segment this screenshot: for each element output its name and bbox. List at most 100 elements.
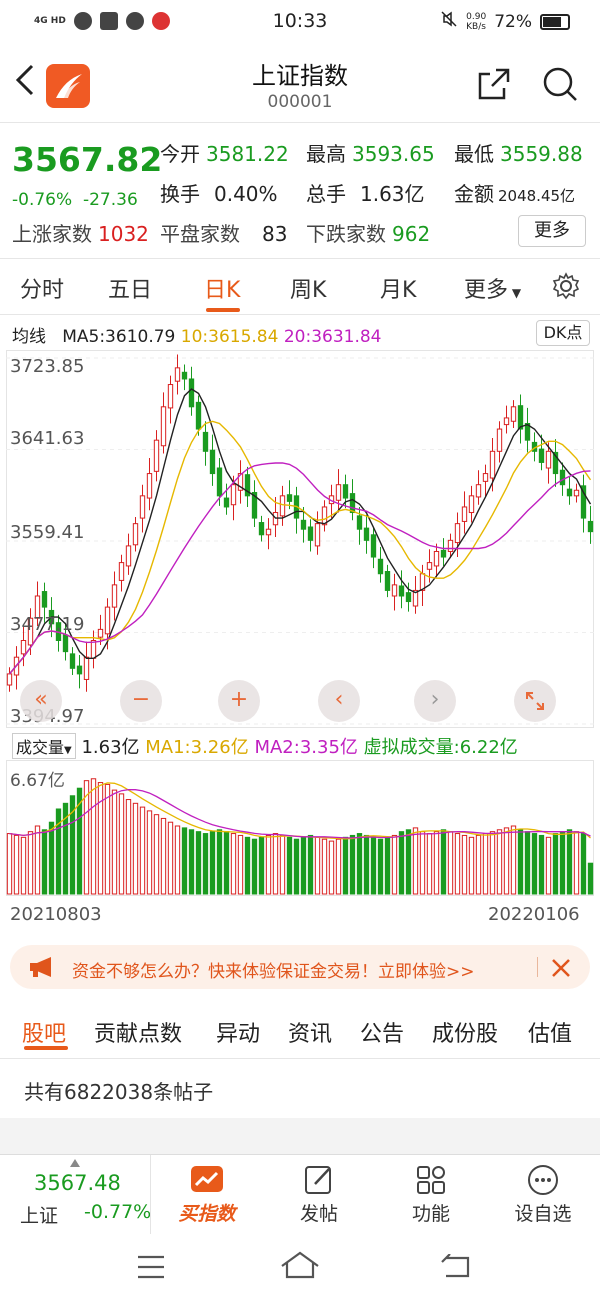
candlestick-chart[interactable]	[6, 350, 594, 728]
candle-body	[34, 595, 41, 619]
scroll-left-fast-button[interactable]: «	[20, 680, 62, 722]
tab-weekly-k[interactable]: 周K	[290, 278, 327, 303]
back-nav-icon[interactable]	[440, 1254, 472, 1280]
more-dots-icon	[528, 1165, 558, 1195]
mute-icon	[440, 10, 458, 33]
volume-label: 总手	[306, 182, 346, 206]
volume-indicator-select[interactable]: 成交量▼	[12, 733, 76, 759]
scroll-left-button[interactable]: ‹	[318, 680, 360, 722]
bottom-separator	[150, 1155, 151, 1235]
banner-close-button[interactable]	[550, 951, 572, 986]
tab-intraday[interactable]: 分时	[20, 278, 65, 303]
volume-bar	[111, 789, 118, 895]
candle-body	[139, 495, 146, 519]
candle-body	[167, 384, 174, 409]
battery-icon	[540, 13, 570, 30]
tab-valuation[interactable]: 估值	[528, 1022, 573, 1047]
candle-body	[440, 549, 447, 558]
tab-daily-k[interactable]: 日K	[204, 278, 241, 303]
tab-news[interactable]: 资讯	[288, 1022, 333, 1047]
home-icon[interactable]	[280, 1250, 320, 1280]
tab-announcements[interactable]: 公告	[360, 1022, 405, 1047]
amount-value: 2048.45亿	[498, 187, 576, 205]
candle-body	[62, 634, 69, 653]
volume-bar	[83, 780, 90, 895]
volume-legend: 成交量▼ 1.63亿 MA1:3.26亿 MA2:3.35亿 虚拟成交量:6.2…	[12, 733, 518, 759]
volume-bar	[440, 829, 447, 895]
promo-banner[interactable]: 资金不够怎么办？快来体验保证金交易！立即体验>>	[10, 945, 590, 989]
status-icons-left: 4G HD	[34, 12, 170, 30]
candle-body	[370, 534, 377, 558]
candle-body	[433, 550, 440, 567]
down-count-value: 962	[392, 222, 431, 246]
app-logo	[46, 64, 90, 108]
chart-settings-button[interactable]	[552, 272, 580, 306]
volume-bar	[412, 827, 419, 895]
candle-body	[524, 422, 531, 441]
tab-movement[interactable]: 异动	[216, 1022, 261, 1047]
candle-body	[265, 528, 272, 536]
volume-bar	[286, 836, 293, 895]
section-spacer	[0, 1118, 600, 1154]
volume-bar	[132, 802, 139, 895]
fullscreen-button[interactable]	[514, 680, 556, 722]
menu-icon[interactable]	[136, 1254, 166, 1280]
bottom-action-bar: 3567.48 上证 -0.77% 买指数 发帖 功能 设自选	[0, 1154, 600, 1235]
candle-body	[342, 484, 349, 499]
volume-bar	[118, 793, 125, 895]
volume-bar	[461, 834, 468, 895]
candle-body	[384, 571, 391, 591]
quote-divider	[0, 258, 600, 259]
volume-frame	[6, 760, 594, 896]
dk-point-button[interactable]: DK点	[536, 320, 590, 346]
functions-button[interactable]: 功能	[386, 1161, 476, 1226]
buy-index-button[interactable]: 买指数	[162, 1161, 252, 1226]
volume-bar	[482, 833, 489, 895]
volume-bar	[279, 834, 286, 895]
scroll-right-button[interactable]: ›	[414, 680, 456, 722]
candle-body	[538, 448, 545, 463]
volume-bar	[377, 838, 384, 895]
tab-more[interactable]: 更多 ▼	[464, 272, 521, 304]
bottom-price: 3567.48	[34, 1171, 121, 1195]
flat-count-label: 平盘家数	[160, 222, 240, 246]
up-count-value: 1032	[98, 222, 149, 246]
tab-contribution[interactable]: 贡献点数	[94, 1022, 183, 1047]
volume-chart[interactable]	[6, 760, 594, 896]
post-count: 共有6822038条帖子	[24, 1080, 214, 1104]
search-button[interactable]	[540, 64, 580, 104]
volume-bar	[510, 825, 517, 895]
candle-body	[321, 506, 328, 526]
volume-bar	[573, 831, 580, 895]
candle-body	[510, 406, 517, 422]
candle-body	[587, 520, 594, 533]
brand-logo-icon	[56, 74, 82, 98]
volume-bar	[251, 838, 258, 895]
volume-bar	[104, 783, 111, 895]
ma20-line	[8, 462, 591, 675]
y-axis-label-2: 3641.63	[10, 428, 85, 449]
share-icon	[478, 68, 510, 100]
low-label: 最低	[454, 142, 494, 166]
megaphone-icon	[30, 957, 51, 977]
tab-five-day[interactable]: 五日	[108, 278, 153, 303]
candle-body	[118, 562, 125, 581]
zoom-in-button[interactable]: +	[218, 680, 260, 722]
post-button[interactable]: 发帖	[274, 1161, 364, 1226]
volume-ma2-line	[9, 789, 591, 839]
back-button[interactable]	[12, 62, 38, 107]
add-watchlist-button[interactable]: 设自选	[498, 1161, 588, 1226]
tab-monthly-k[interactable]: 月K	[380, 278, 417, 303]
candle-body	[482, 473, 489, 482]
volume-bar	[55, 808, 62, 895]
candle-body	[503, 417, 510, 426]
zoom-out-button[interactable]: −	[120, 680, 162, 722]
volume-bar	[41, 829, 48, 895]
more-quote-button[interactable]: 更多	[518, 215, 586, 247]
tab-stock-forum[interactable]: 股吧	[22, 1022, 67, 1047]
media-icon	[151, 12, 170, 30]
share-button[interactable]	[474, 64, 514, 104]
active-subtab-indicator	[24, 1046, 68, 1050]
candle-body	[76, 665, 83, 675]
tab-constituents[interactable]: 成份股	[432, 1022, 499, 1047]
